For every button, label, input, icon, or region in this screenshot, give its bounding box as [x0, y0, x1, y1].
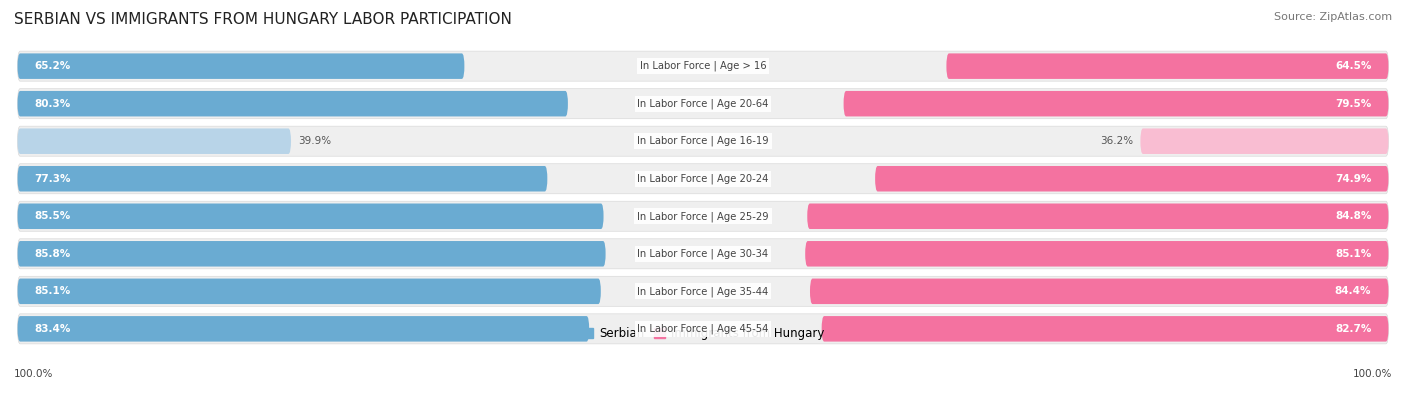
Text: In Labor Force | Age > 16: In Labor Force | Age > 16: [640, 61, 766, 71]
Text: 84.4%: 84.4%: [1334, 286, 1371, 296]
FancyBboxPatch shape: [810, 278, 1389, 304]
Text: SERBIAN VS IMMIGRANTS FROM HUNGARY LABOR PARTICIPATION: SERBIAN VS IMMIGRANTS FROM HUNGARY LABOR…: [14, 12, 512, 27]
Text: In Labor Force | Age 20-64: In Labor Force | Age 20-64: [637, 98, 769, 109]
FancyBboxPatch shape: [875, 166, 1389, 192]
FancyBboxPatch shape: [17, 91, 568, 117]
Text: 82.7%: 82.7%: [1334, 324, 1371, 334]
Text: 79.5%: 79.5%: [1336, 99, 1371, 109]
Text: 100.0%: 100.0%: [1353, 369, 1392, 379]
FancyBboxPatch shape: [17, 276, 1389, 307]
FancyBboxPatch shape: [1140, 128, 1389, 154]
Legend: Serbian, Immigrants from Hungary: Serbian, Immigrants from Hungary: [576, 322, 830, 345]
FancyBboxPatch shape: [17, 128, 291, 154]
Text: Source: ZipAtlas.com: Source: ZipAtlas.com: [1274, 12, 1392, 22]
FancyBboxPatch shape: [17, 126, 1389, 156]
FancyBboxPatch shape: [17, 166, 547, 192]
FancyBboxPatch shape: [17, 88, 1389, 118]
Text: 74.9%: 74.9%: [1334, 174, 1371, 184]
Text: In Labor Force | Age 20-24: In Labor Force | Age 20-24: [637, 173, 769, 184]
FancyBboxPatch shape: [844, 91, 1389, 117]
Text: 65.2%: 65.2%: [35, 61, 70, 71]
Text: 85.5%: 85.5%: [35, 211, 70, 221]
Text: In Labor Force | Age 35-44: In Labor Force | Age 35-44: [637, 286, 769, 297]
FancyBboxPatch shape: [807, 203, 1389, 229]
FancyBboxPatch shape: [946, 53, 1389, 79]
FancyBboxPatch shape: [17, 239, 1389, 269]
Text: 85.1%: 85.1%: [1336, 249, 1371, 259]
FancyBboxPatch shape: [17, 278, 600, 304]
FancyBboxPatch shape: [17, 314, 1389, 344]
Text: 83.4%: 83.4%: [35, 324, 72, 334]
FancyBboxPatch shape: [821, 316, 1389, 342]
Text: 80.3%: 80.3%: [35, 99, 70, 109]
Text: 85.1%: 85.1%: [35, 286, 70, 296]
FancyBboxPatch shape: [17, 203, 603, 229]
Text: In Labor Force | Age 45-54: In Labor Force | Age 45-54: [637, 324, 769, 334]
Text: In Labor Force | Age 25-29: In Labor Force | Age 25-29: [637, 211, 769, 222]
Text: 77.3%: 77.3%: [35, 174, 72, 184]
Text: In Labor Force | Age 16-19: In Labor Force | Age 16-19: [637, 136, 769, 147]
FancyBboxPatch shape: [17, 51, 1389, 81]
Text: 84.8%: 84.8%: [1334, 211, 1371, 221]
FancyBboxPatch shape: [17, 201, 1389, 231]
Text: In Labor Force | Age 30-34: In Labor Force | Age 30-34: [637, 248, 769, 259]
FancyBboxPatch shape: [17, 53, 464, 79]
FancyBboxPatch shape: [806, 241, 1389, 267]
FancyBboxPatch shape: [17, 164, 1389, 194]
Text: 64.5%: 64.5%: [1334, 61, 1371, 71]
Text: 36.2%: 36.2%: [1101, 136, 1133, 146]
Text: 100.0%: 100.0%: [14, 369, 53, 379]
FancyBboxPatch shape: [17, 241, 606, 267]
Text: 85.8%: 85.8%: [35, 249, 70, 259]
Text: 39.9%: 39.9%: [298, 136, 330, 146]
FancyBboxPatch shape: [17, 316, 589, 342]
